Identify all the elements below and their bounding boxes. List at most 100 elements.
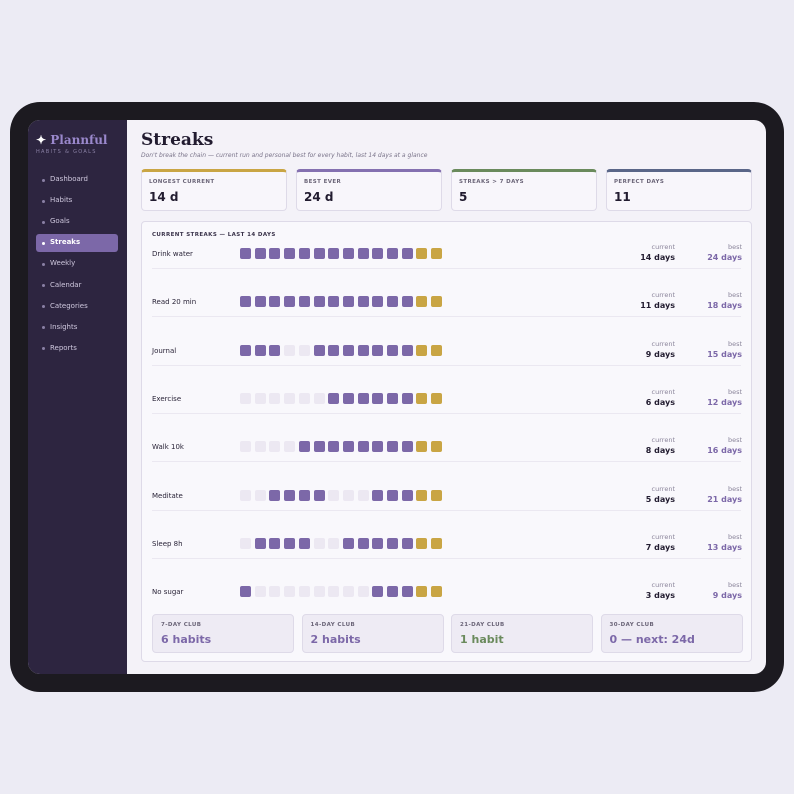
day-cell bbox=[284, 392, 296, 404]
day-cell bbox=[416, 441, 428, 453]
day-cell bbox=[328, 344, 340, 356]
day-cell bbox=[240, 392, 251, 404]
current-value: 6 days bbox=[645, 397, 675, 407]
current-value: 9 days bbox=[645, 349, 675, 359]
current-value: 5 days bbox=[645, 494, 675, 504]
nav-dot bbox=[42, 284, 45, 287]
day-cell bbox=[254, 344, 266, 356]
best-label: best bbox=[727, 291, 742, 300]
current-value: 3 days bbox=[645, 591, 675, 601]
day-cell bbox=[416, 586, 428, 598]
day-cell bbox=[401, 296, 413, 308]
day-cell bbox=[313, 296, 325, 308]
nav-dot bbox=[42, 326, 45, 330]
nav-item[interactable]: Weekly bbox=[36, 255, 118, 273]
day-cell bbox=[372, 296, 384, 308]
row-divider bbox=[152, 412, 741, 414]
club-card: 14-DAY CLUB 2 habits bbox=[301, 614, 444, 653]
day-cell bbox=[328, 248, 340, 259]
day-cell bbox=[240, 296, 251, 308]
club-value: 1 habit bbox=[460, 633, 504, 646]
current-value: 11 days bbox=[640, 301, 675, 311]
best-value: 12 days bbox=[707, 397, 742, 407]
nav-label: Dashboard bbox=[50, 175, 88, 183]
club-card: 21-DAY CLUB 1 habit bbox=[451, 614, 593, 653]
nav-label: Habits bbox=[50, 196, 73, 205]
best-value: 15 days bbox=[707, 349, 742, 359]
day-cell bbox=[387, 344, 398, 356]
day-cell bbox=[328, 296, 340, 308]
day-cell bbox=[328, 392, 340, 404]
day-cell bbox=[387, 489, 398, 501]
nav-item[interactable]: Calendar bbox=[36, 277, 118, 295]
current-label: current bbox=[651, 436, 675, 445]
day-cell bbox=[387, 248, 398, 259]
stat-card: BEST EVER 24 d bbox=[296, 169, 442, 211]
best-label: best bbox=[727, 581, 742, 590]
day-cell bbox=[328, 586, 340, 598]
day-cell bbox=[401, 344, 413, 356]
nav-item[interactable]: Categories bbox=[36, 298, 118, 316]
day-cell bbox=[240, 537, 251, 549]
day-cell bbox=[240, 344, 251, 356]
day-cell bbox=[431, 489, 443, 501]
day-cell bbox=[284, 248, 296, 259]
day-cell bbox=[240, 586, 251, 598]
row-divider bbox=[152, 268, 741, 269]
nav-item[interactable]: Reports bbox=[36, 340, 118, 358]
nav-label: Streaks bbox=[50, 238, 81, 247]
club-label: 21-DAY CLUB bbox=[460, 622, 505, 628]
day-cell bbox=[416, 296, 428, 308]
stat-card: LONGEST CURRENT 14 d bbox=[141, 169, 287, 211]
day-cell bbox=[254, 248, 266, 259]
day-cell bbox=[240, 441, 251, 453]
day-cell bbox=[342, 392, 354, 404]
day-cell bbox=[416, 489, 428, 501]
nav-item[interactable]: Goals bbox=[36, 213, 118, 231]
day-cell bbox=[401, 248, 413, 259]
day-cell bbox=[313, 537, 325, 549]
day-cell bbox=[431, 344, 443, 356]
habit-name: Exercise bbox=[152, 394, 182, 403]
nav-item[interactable]: Streaks bbox=[36, 234, 118, 253]
page-title: Streaks bbox=[141, 130, 214, 150]
day-cell bbox=[298, 537, 310, 549]
day-cell bbox=[269, 344, 281, 356]
nav-label: Reports bbox=[50, 343, 77, 352]
day-cell bbox=[254, 489, 266, 501]
current-label: current bbox=[651, 243, 675, 251]
nav-item[interactable]: Insights bbox=[36, 319, 118, 337]
day-cell bbox=[387, 296, 398, 308]
day-cell bbox=[298, 441, 310, 453]
day-cell bbox=[313, 344, 325, 356]
day-cell bbox=[431, 441, 443, 453]
panel-heading: CURRENT STREAKS — LAST 14 DAYS bbox=[152, 232, 276, 238]
habit-name: Sleep 8h bbox=[152, 539, 183, 548]
brand-name: Plannful bbox=[50, 133, 108, 147]
habit-name: Walk 10k bbox=[152, 443, 184, 452]
tagline: HABITS & GOALS bbox=[36, 149, 97, 155]
screen: ✦ Plannful HABITS & GOALS Dashboard Habit… bbox=[28, 120, 766, 674]
day-cell bbox=[431, 586, 443, 598]
day-cell bbox=[357, 441, 369, 453]
day-cell bbox=[342, 586, 354, 598]
habit-name: Read 20 min bbox=[152, 298, 197, 307]
day-cell bbox=[284, 296, 296, 308]
nav-label: Goals bbox=[50, 217, 70, 226]
day-cell bbox=[269, 537, 281, 549]
day-cell bbox=[342, 441, 354, 453]
row-divider bbox=[152, 316, 741, 318]
stat-card: PERFECT DAYS 11 bbox=[606, 169, 752, 211]
nav-item[interactable]: Dashboard bbox=[36, 171, 118, 189]
best-label: best bbox=[727, 243, 742, 251]
day-cell bbox=[387, 392, 398, 404]
nav-label: Calendar bbox=[50, 280, 82, 289]
row-divider bbox=[152, 461, 741, 463]
day-cell bbox=[372, 537, 384, 549]
current-label: current bbox=[651, 387, 675, 396]
club-card: 7-DAY CLUB 6 habits bbox=[152, 614, 294, 653]
best-value: 16 days bbox=[707, 446, 742, 456]
brand: ✦ Plannful bbox=[36, 133, 108, 147]
nav-item[interactable]: Habits bbox=[36, 192, 118, 210]
day-cell bbox=[401, 392, 413, 404]
